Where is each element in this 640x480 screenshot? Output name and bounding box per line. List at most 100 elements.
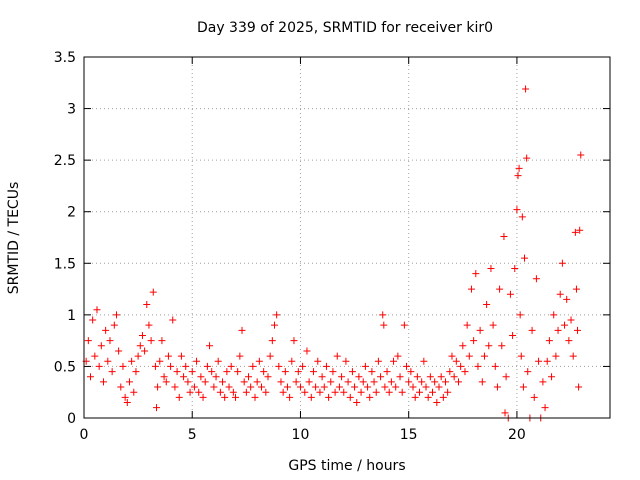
data-point [472, 270, 480, 278]
data-point [452, 357, 460, 365]
data-point [569, 352, 577, 360]
data-point [193, 357, 201, 365]
data-point [575, 383, 583, 391]
data-point [214, 357, 222, 365]
data-point [138, 331, 146, 339]
data-point [368, 368, 376, 376]
data-point [180, 373, 188, 381]
data-point [268, 337, 276, 345]
data-point [318, 373, 326, 381]
data-point [277, 378, 285, 386]
data-point [136, 342, 144, 350]
data-point [175, 393, 183, 401]
data-point [465, 352, 473, 360]
data-point [496, 285, 504, 293]
data-point [245, 373, 253, 381]
data-point [121, 393, 129, 401]
data-point [483, 301, 491, 309]
data-point [361, 362, 369, 370]
data-point [210, 383, 218, 391]
data-point [435, 383, 443, 391]
data-point [344, 378, 352, 386]
data-point [359, 378, 367, 386]
data-point [353, 399, 361, 407]
data-point [301, 388, 309, 396]
data-point [500, 232, 508, 240]
data-point [548, 373, 556, 381]
data-point [400, 321, 408, 329]
data-point [561, 321, 569, 329]
data-point [104, 357, 112, 365]
data-point [108, 368, 116, 376]
data-point [511, 264, 519, 272]
data-point [264, 373, 272, 381]
data-point [437, 373, 445, 381]
data-point [316, 388, 324, 396]
data-point [333, 352, 341, 360]
data-point [530, 393, 538, 401]
data-point [444, 388, 452, 396]
data-point [426, 373, 434, 381]
data-point [173, 368, 181, 376]
data-point [149, 288, 157, 296]
data-point [160, 373, 168, 381]
data-point [125, 378, 133, 386]
x-axis-label: GPS time / hours [288, 458, 405, 474]
data-point [514, 172, 522, 180]
data-point [260, 368, 268, 376]
x-tick-label: 0 [80, 427, 89, 443]
x-tick-label: 10 [292, 427, 310, 443]
chart-title: Day 339 of 2025, SRMTID for receiver kir… [197, 20, 493, 36]
data-point [394, 352, 402, 360]
data-point [459, 342, 467, 350]
data-point [327, 378, 335, 386]
data-point [307, 393, 315, 401]
data-point [524, 368, 532, 376]
data-point [229, 388, 237, 396]
data-point [134, 352, 142, 360]
data-point [450, 373, 458, 381]
data-point [288, 357, 296, 365]
data-point [225, 383, 233, 391]
data-point [380, 321, 388, 329]
data-point [283, 383, 291, 391]
data-point [457, 362, 465, 370]
data-point [576, 226, 584, 234]
data-point [387, 378, 395, 386]
data-point [446, 368, 454, 376]
data-point [281, 368, 289, 376]
data-point [448, 352, 456, 360]
data-point [346, 393, 354, 401]
data-point [340, 388, 348, 396]
x-tick-label: 5 [188, 427, 197, 443]
data-point [370, 378, 378, 386]
x-tick-label: 20 [508, 427, 526, 443]
data-point [485, 342, 493, 350]
data-point [86, 373, 94, 381]
data-point [338, 373, 346, 381]
data-point [234, 368, 242, 376]
data-point [227, 362, 235, 370]
data-point [366, 393, 374, 401]
data-point [441, 378, 449, 386]
data-point [273, 311, 281, 319]
data-point [89, 316, 97, 324]
data-point [123, 399, 131, 407]
data-point [153, 404, 161, 412]
data-point [474, 362, 482, 370]
data-point [409, 383, 417, 391]
data-point [509, 331, 517, 339]
data-point [151, 362, 159, 370]
data-point [106, 337, 114, 345]
data-point [335, 383, 343, 391]
data-point [201, 378, 209, 386]
y-tick-label: 0 [67, 411, 76, 427]
data-point [379, 311, 387, 319]
data-point [169, 316, 177, 324]
data-point [454, 378, 462, 386]
data-point [95, 362, 103, 370]
data-point [171, 383, 179, 391]
data-point [275, 362, 283, 370]
data-point [84, 337, 92, 345]
data-point [364, 383, 372, 391]
